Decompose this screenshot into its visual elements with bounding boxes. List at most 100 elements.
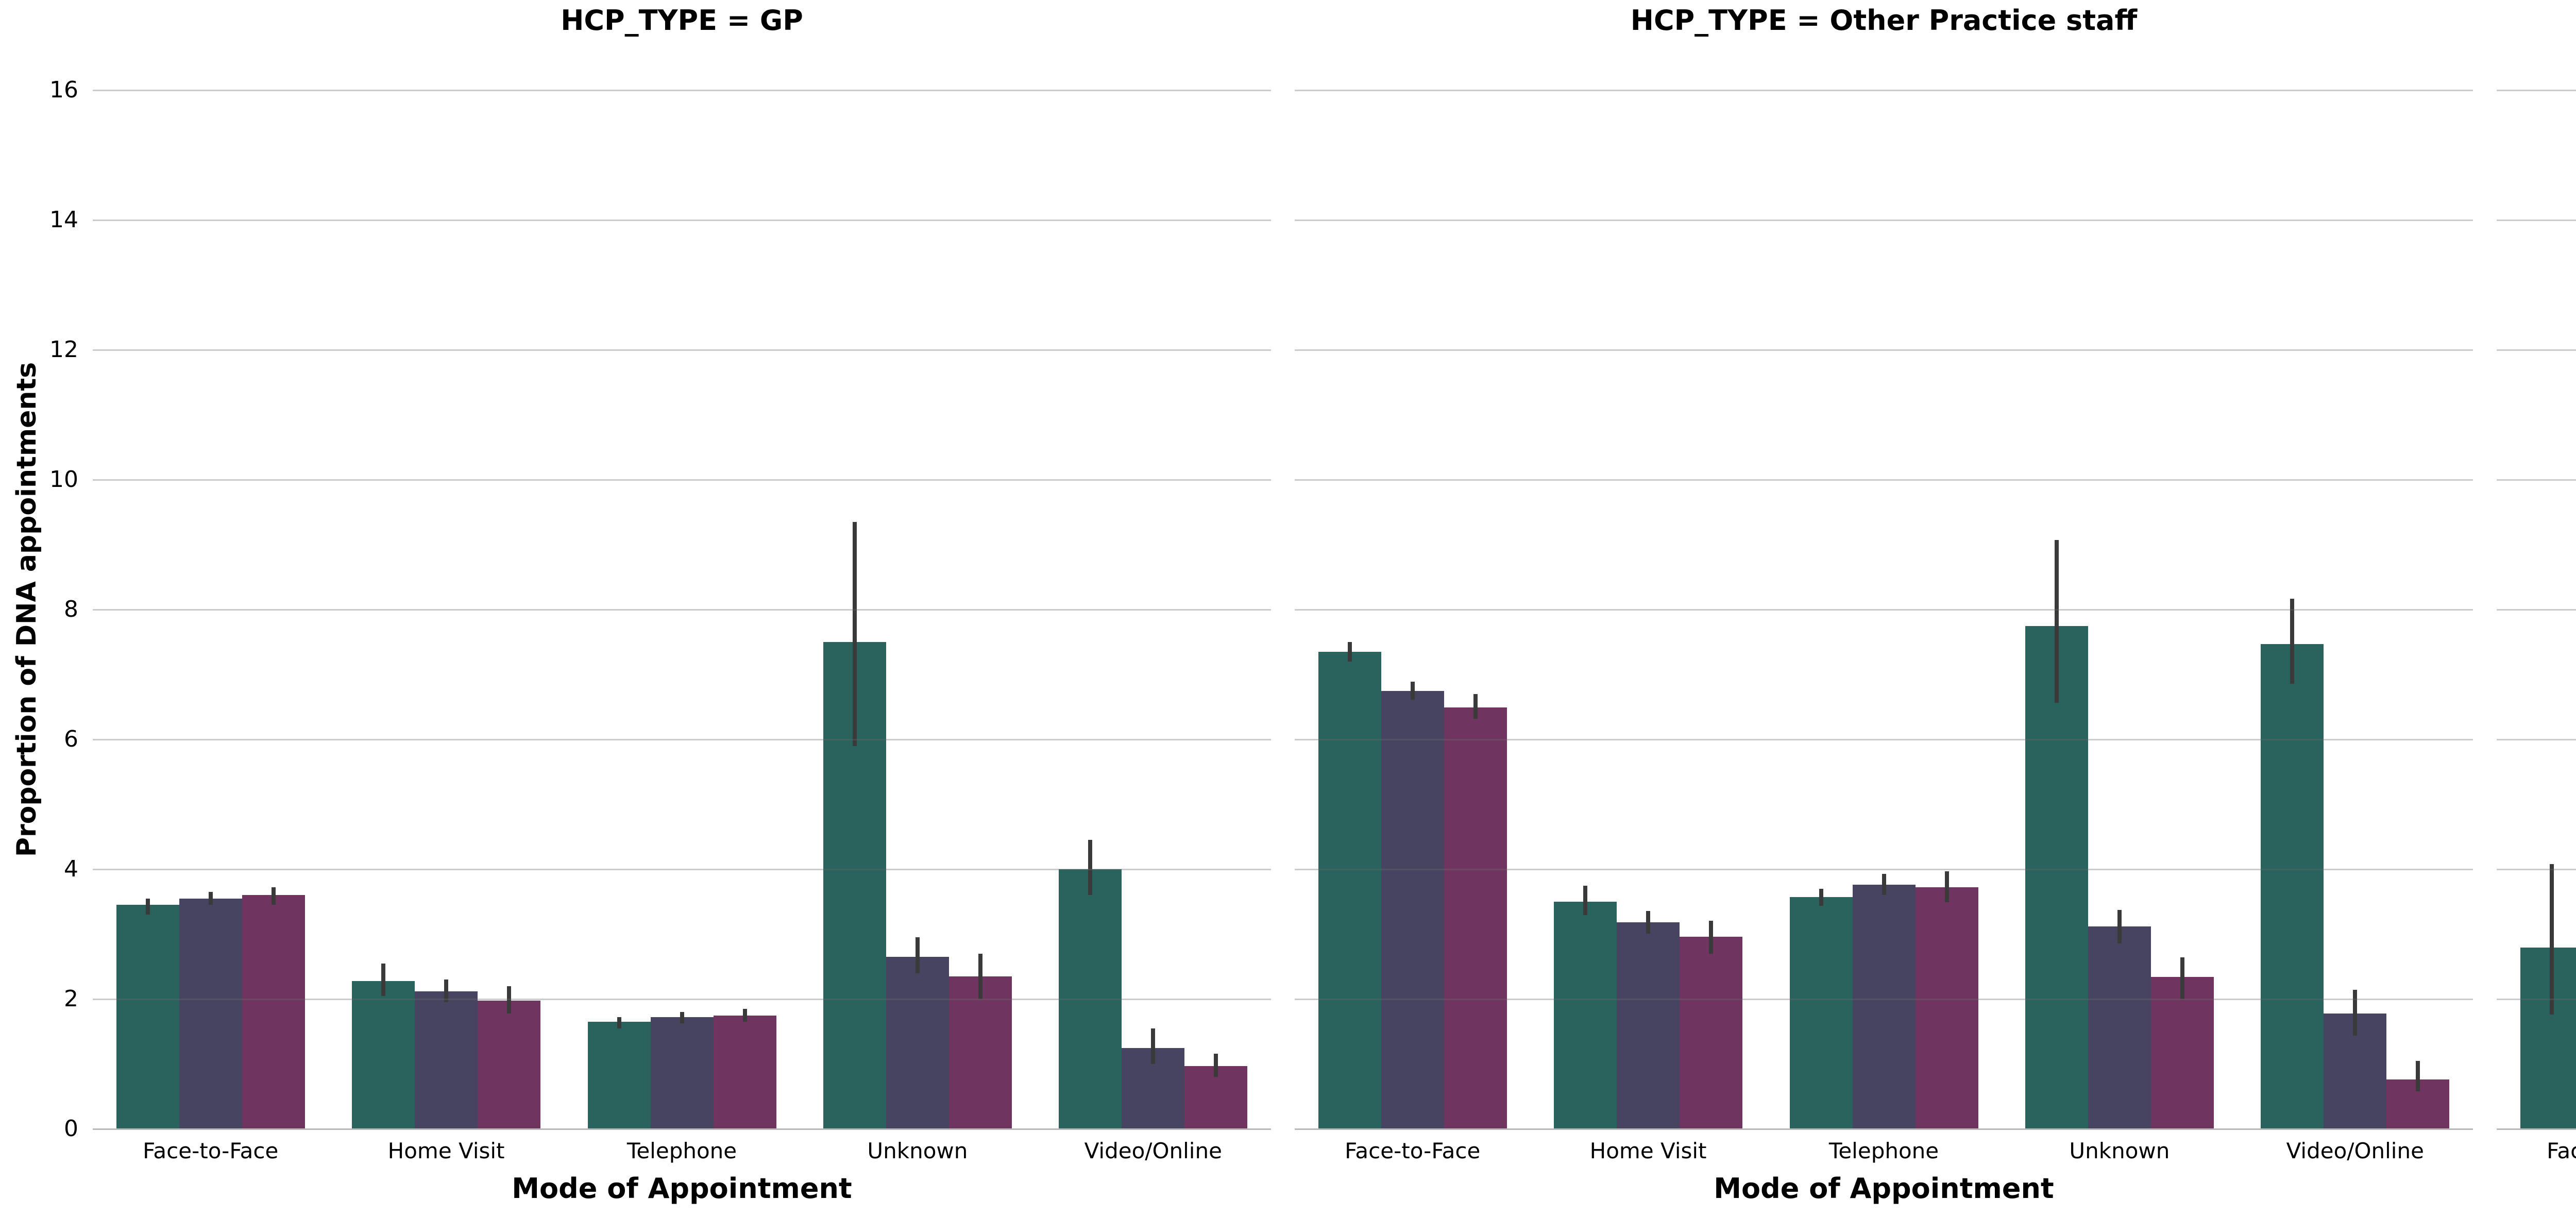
bar (1915, 887, 1978, 1129)
y-tick-label: 0 (64, 1116, 78, 1142)
bar (242, 895, 305, 1129)
gridline (93, 219, 1271, 221)
bar (2088, 926, 2151, 1129)
error-bar (1088, 840, 1093, 896)
error-bar (2054, 540, 2059, 703)
x-tick-label: Face-to-Face (1345, 1138, 1481, 1163)
bar (1444, 707, 1507, 1129)
gridline (93, 89, 1271, 91)
gridline (93, 349, 1271, 351)
bar (587, 1022, 651, 1129)
error-bar (1819, 888, 1823, 906)
gridline (93, 738, 1271, 740)
error-bar (507, 986, 512, 1014)
bar (2150, 977, 2214, 1129)
bar (478, 1000, 541, 1129)
bar (2261, 644, 2324, 1129)
gridline (1295, 609, 2473, 611)
y-tick-label: 4 (64, 856, 78, 882)
error-bar (208, 892, 213, 905)
y-tick-label: 2 (64, 986, 78, 1012)
gridline (93, 868, 1271, 870)
facet-panel (1295, 89, 2473, 1130)
x-axis-line (2497, 1128, 2576, 1130)
error-bar (742, 1008, 747, 1022)
error-bar (1151, 1028, 1156, 1064)
gridline (93, 609, 1271, 611)
y-tick-label: 10 (49, 466, 78, 493)
error-bar (1214, 1053, 1218, 1077)
error-bar (1473, 694, 1478, 719)
error-bar (915, 937, 920, 973)
bar (2520, 948, 2576, 1129)
y-tick-label: 8 (64, 596, 78, 622)
facet-panel (93, 89, 1271, 1130)
x-axis-label: Mode of Appointment (512, 1172, 852, 1205)
gridline (1295, 998, 2473, 1000)
gridline (1295, 479, 2473, 481)
x-tick-label: Video/Online (1084, 1138, 1222, 1163)
x-tick-label: Telephone (626, 1138, 737, 1163)
error-bar (2180, 957, 2184, 999)
error-bar (1347, 642, 1352, 662)
error-bar (1583, 885, 1588, 916)
facet-title: HCP_TYPE = GP (561, 4, 803, 37)
error-bar (1882, 873, 1886, 896)
gridline (1295, 738, 2473, 740)
bar (116, 905, 179, 1129)
bar (1381, 690, 1444, 1129)
error-bar (1646, 910, 1651, 934)
y-tick-label: 14 (49, 207, 78, 233)
gridline (2497, 349, 2576, 351)
x-axis-label: Mode of Appointment (1714, 1172, 2054, 1205)
error-bar (2290, 598, 2295, 684)
gridline (2497, 479, 2576, 481)
gridline (2497, 609, 2576, 611)
y-tick-label: 16 (49, 77, 78, 103)
facet-panel (2497, 89, 2576, 1130)
error-bar (978, 953, 982, 999)
error-bar (271, 887, 276, 905)
bar (1318, 651, 1381, 1129)
bar (713, 1015, 776, 1129)
y-tick-label: 6 (64, 726, 78, 752)
error-bar (2549, 864, 2554, 1015)
x-tick-label: Home Visit (1589, 1138, 1707, 1163)
gridline (2497, 868, 2576, 870)
bar (352, 981, 415, 1129)
error-bar (1944, 871, 1949, 903)
x-tick-label: Face-to-Face (143, 1138, 279, 1163)
error-bar (145, 898, 150, 915)
x-axis-label: Mode of Appointment (2497, 1171, 2576, 1207)
gridline (2497, 89, 2576, 91)
gridline (1295, 89, 2473, 91)
x-tick-label: Home Visit (387, 1138, 505, 1163)
bar (179, 898, 242, 1129)
gridline (2497, 998, 2576, 1000)
error-bar (680, 1012, 684, 1023)
error-bar (1709, 920, 1714, 954)
x-tick-label: Face-to-Face (2547, 1138, 2576, 1163)
bar (2025, 626, 2088, 1129)
error-bar (2416, 1060, 2420, 1091)
gridline (1295, 349, 2473, 351)
error-bar (2353, 990, 2358, 1036)
bar (1852, 885, 1916, 1129)
error-bar (444, 979, 449, 1003)
x-tick-label: Unknown (867, 1138, 968, 1163)
x-tick-label: Telephone (1828, 1138, 1939, 1163)
error-bar (852, 521, 857, 746)
bar (1554, 902, 1617, 1129)
gridline (93, 479, 1271, 481)
error-bar (617, 1017, 621, 1028)
bar (1617, 922, 1680, 1129)
gridline (93, 998, 1271, 1000)
facet-title: HCP_TYPE = Unknown (2497, 4, 2576, 37)
gridline (2497, 738, 2576, 740)
error-bar (1410, 681, 1415, 700)
bar (948, 976, 1012, 1129)
facet-title: HCP_TYPE = Other Practice staff (1630, 4, 2138, 37)
error-bar (2117, 910, 2122, 943)
gridline (1295, 868, 2473, 870)
